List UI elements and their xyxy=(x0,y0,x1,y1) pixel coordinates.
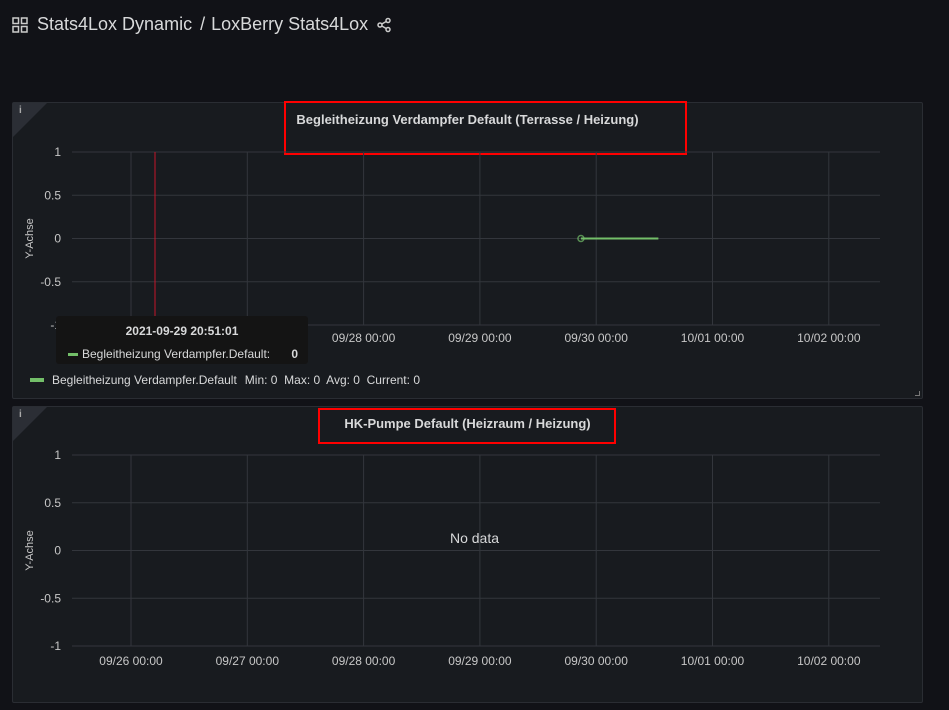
resize-handle[interactable] xyxy=(915,391,920,396)
y-tick-label: -1 xyxy=(50,318,61,332)
hover-point xyxy=(577,234,585,243)
info-corner[interactable] xyxy=(13,103,47,137)
tooltip-label: Begleitheizung Verdampfer.Default: xyxy=(82,347,271,361)
panel-title[interactable]: Begleitheizung Verdampfer Default (Terra… xyxy=(296,112,639,127)
info-corner[interactable] xyxy=(13,407,47,441)
legend-series-name[interactable]: Begleitheizung Verdampfer.Default xyxy=(52,373,237,387)
y-axis-title: Y-Achse xyxy=(24,530,36,571)
x-tick-label: 10/02 00:00 xyxy=(797,654,861,668)
dashboard-title[interactable]: LoxBerry Stats4Lox xyxy=(211,14,369,34)
panel-title[interactable]: HK-Pumpe Default (Heizraum / Heizung) xyxy=(344,416,591,431)
dashboard-grid-icon[interactable] xyxy=(12,16,28,33)
y-tick-label: 0.5 xyxy=(44,496,61,510)
folder-link[interactable]: Stats4Lox Dynamic xyxy=(37,14,193,34)
no-data-message: No data xyxy=(449,530,500,546)
highlight-box xyxy=(284,101,687,155)
info-icon[interactable]: i xyxy=(19,105,22,116)
y-tick-label: 1 xyxy=(54,448,61,462)
dashboard-header: Stats4Lox Dynamic / LoxBerry Stats4Lox xyxy=(12,14,401,35)
x-tick-label: 09/29 00:00 xyxy=(448,654,512,668)
info-icon[interactable]: i xyxy=(19,409,22,420)
y-tick-label: 1 xyxy=(54,145,61,159)
x-tick-label: 09/28 00:00 xyxy=(332,331,396,345)
x-tick-label: 09/30 00:00 xyxy=(564,654,628,668)
legend: Begleitheizung Verdampfer.Default Min: 0… xyxy=(30,373,420,387)
x-tick-label: 09/28 00:00 xyxy=(332,654,396,668)
series-swatch xyxy=(68,352,78,356)
x-tick-label: 10/02 00:00 xyxy=(797,331,861,345)
share-icon[interactable] xyxy=(376,17,392,33)
y-tick-label: 0.5 xyxy=(44,188,61,202)
tooltip-time: 2021-09-29 20:51:01 xyxy=(125,324,239,338)
x-tick-label: 10/01 00:00 xyxy=(681,331,745,345)
y-tick-label: -0.5 xyxy=(40,275,61,289)
legend-stats: Min: 0 Max: 0 Avg: 0 Current: 0 xyxy=(244,373,420,387)
graph-tooltip: 2021-09-29 20:51:01 Begleitheizung Verda… xyxy=(56,316,308,364)
highlight-box xyxy=(318,408,616,444)
x-tick-label: 10/01 00:00 xyxy=(681,654,745,668)
tooltip-value: 0 xyxy=(291,347,298,361)
breadcrumb-separator: / xyxy=(200,14,206,34)
x-tick-label: 09/29 00:00 xyxy=(448,331,512,345)
x-tick-label: 09/26 00:00 xyxy=(99,654,163,668)
y-tick-label: -0.5 xyxy=(40,591,61,605)
x-tick-label: 09/30 00:00 xyxy=(564,331,628,345)
legend-swatch[interactable] xyxy=(30,378,44,382)
y-axis-title: Y-Achse xyxy=(24,218,36,259)
y-tick-label: 0 xyxy=(54,232,61,246)
y-tick-label: -1 xyxy=(50,639,61,653)
x-tick-label: 09/27 00:00 xyxy=(216,654,280,668)
y-tick-label: 0 xyxy=(54,544,61,558)
